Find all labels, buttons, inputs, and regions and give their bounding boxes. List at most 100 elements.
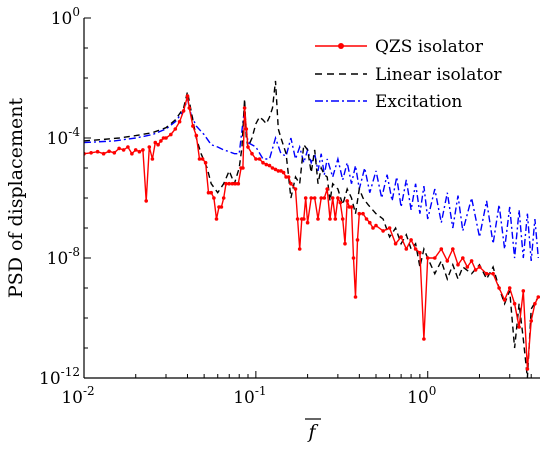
qzs-point [361,211,365,216]
qzs-point [153,140,158,145]
qzs-point [169,132,173,137]
qzs-point [413,247,418,251]
legend-label: Linear isolator [375,65,502,85]
qzs-point [117,146,121,151]
legend-label: QZS isolator [375,37,484,57]
qzs-point [521,289,526,293]
x-tick-label: 10-2 [61,384,94,408]
qzs-point [353,295,358,299]
axes [83,17,540,379]
qzs-point [264,162,269,167]
qzs-point [281,170,286,175]
qzs-point [343,241,347,246]
x-axis-label: f [306,421,318,443]
qzs-point [227,181,231,186]
qzs-point [349,205,354,209]
qzs-point [319,196,324,200]
qzs-point [126,145,130,149]
qzs-point [289,181,293,186]
qzs-point [214,217,219,221]
qzs-point [512,301,517,306]
qzs-point [371,226,375,230]
y-axis-label: PSD of displacement [5,98,27,299]
qzs-point [325,187,330,191]
y-tick-exponent: 0 [72,5,80,19]
qzs-point [477,265,482,269]
y-tick-exponent: -4 [68,125,80,139]
qzs-point [525,367,530,371]
qzs-point [147,145,152,149]
qzs-point [303,196,308,200]
qzs-point [246,145,250,149]
qzs-point [242,106,247,110]
plot-area [84,80,540,378]
qzs-point [502,298,507,302]
x-tick-label: 100 [407,384,436,408]
qzs-point [433,256,437,260]
qzs-point [297,247,302,251]
qzs-point [236,181,241,186]
qzs-point [164,136,168,140]
qzs-point [497,286,501,290]
qzs-point [517,325,521,329]
qzs-point [241,166,245,170]
qzs-point [185,94,190,98]
qzs-point [387,226,392,230]
qzs-point [254,157,258,161]
qzs-point [187,106,192,110]
qzs-point [250,151,254,156]
legend: QZS isolator Linear isolator Excitation [315,37,502,112]
qzs-point [355,238,360,242]
qzs-point [156,142,160,147]
series-line-linear-isolator [84,80,539,378]
qzs-point [404,247,409,251]
qzs-point [351,256,356,260]
qzs-point [200,157,205,161]
y-tick-base: 10 [51,9,73,29]
legend-marker [338,43,344,49]
qzs-point [133,148,138,152]
qzs-point [399,235,403,239]
qzs-point [121,148,126,152]
qzs-point [173,127,178,131]
qzs-point [409,238,413,242]
qzs-point [451,247,455,251]
qzs-point [293,187,298,191]
qzs-point [150,157,155,161]
qzs-point [529,319,533,323]
qzs-point [381,229,385,233]
y-tick-label: 10-12 [39,365,80,389]
qzs-point [141,148,145,152]
series-line-excitation [84,96,539,261]
x-tick-exponent: 0 [429,384,437,398]
qzs-point [330,196,335,200]
qzs-point [221,196,226,200]
x-tick-base: 10 [61,388,83,408]
qzs-point [368,220,372,225]
qzs-point [137,149,142,154]
qzs-point [473,268,478,272]
qzs-point [161,136,166,140]
qzs-point [305,220,310,225]
qzs-point [219,205,224,209]
y-tick-exponent: -8 [68,245,80,259]
qzs-point [270,166,275,170]
qzs-point [197,157,202,161]
qzs-point [484,271,489,276]
qzs-point [338,200,343,205]
qzs-point [257,157,262,161]
qzs-point [333,217,338,221]
qzs-point [194,133,199,138]
y-tick-base: 10 [47,129,69,149]
qzs-point [491,271,495,276]
series-line-qzs-isolator [84,95,539,370]
qzs-point [209,190,213,195]
qzs-point [393,241,398,246]
qzs-point [144,199,148,203]
qzs-point [273,167,278,172]
qzs-point [302,217,306,221]
qzs-point [112,151,117,155]
qzs-point [328,217,332,221]
